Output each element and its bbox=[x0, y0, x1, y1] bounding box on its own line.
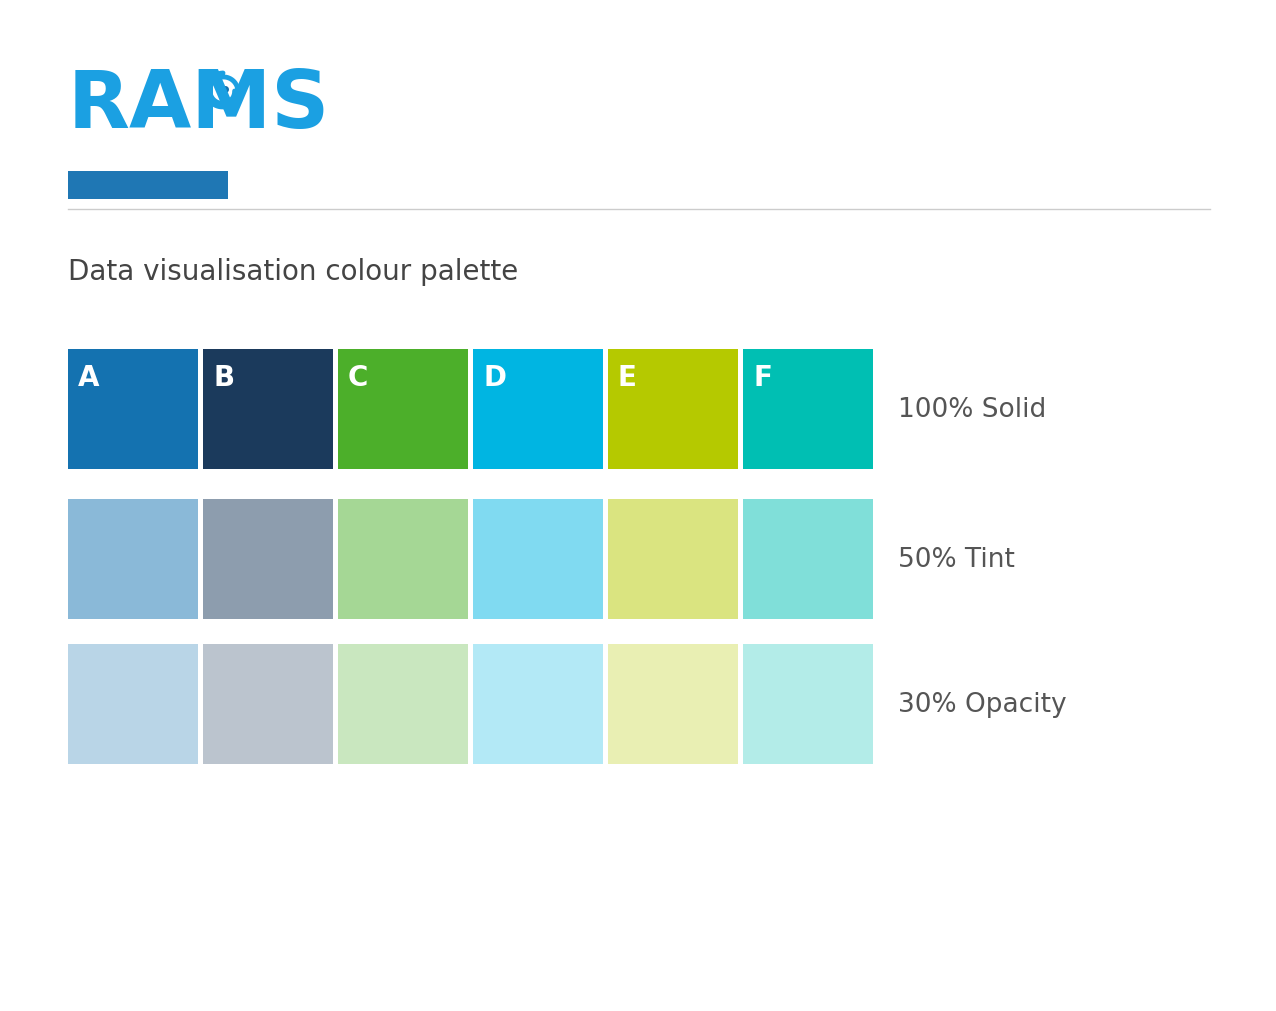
FancyBboxPatch shape bbox=[607, 644, 738, 764]
FancyBboxPatch shape bbox=[203, 350, 333, 469]
Text: 50% Tint: 50% Tint bbox=[898, 547, 1014, 572]
Text: D: D bbox=[484, 364, 507, 391]
FancyBboxPatch shape bbox=[743, 644, 873, 764]
Text: 30% Opacity: 30% Opacity bbox=[898, 692, 1067, 717]
Text: E: E bbox=[618, 364, 637, 391]
FancyBboxPatch shape bbox=[743, 499, 873, 620]
FancyBboxPatch shape bbox=[473, 644, 604, 764]
Text: RAMS: RAMS bbox=[68, 67, 330, 145]
FancyBboxPatch shape bbox=[607, 350, 738, 469]
FancyBboxPatch shape bbox=[607, 499, 738, 620]
FancyBboxPatch shape bbox=[203, 499, 333, 620]
FancyBboxPatch shape bbox=[338, 499, 468, 620]
Text: C: C bbox=[348, 364, 369, 391]
FancyBboxPatch shape bbox=[473, 499, 604, 620]
Text: Data visualisation colour palette: Data visualisation colour palette bbox=[68, 258, 518, 286]
FancyBboxPatch shape bbox=[338, 644, 468, 764]
FancyBboxPatch shape bbox=[203, 644, 333, 764]
Text: F: F bbox=[753, 364, 772, 391]
Text: A: A bbox=[78, 364, 100, 391]
FancyBboxPatch shape bbox=[743, 350, 873, 469]
FancyBboxPatch shape bbox=[338, 350, 468, 469]
FancyBboxPatch shape bbox=[68, 350, 198, 469]
Text: 100% Solid: 100% Solid bbox=[898, 396, 1046, 423]
FancyBboxPatch shape bbox=[473, 350, 604, 469]
FancyBboxPatch shape bbox=[68, 499, 198, 620]
Bar bbox=[68, 172, 228, 200]
Text: RAMS: RAMS bbox=[68, 67, 330, 145]
Bar bbox=[68, 172, 228, 200]
Text: B: B bbox=[213, 364, 234, 391]
FancyBboxPatch shape bbox=[68, 644, 198, 764]
